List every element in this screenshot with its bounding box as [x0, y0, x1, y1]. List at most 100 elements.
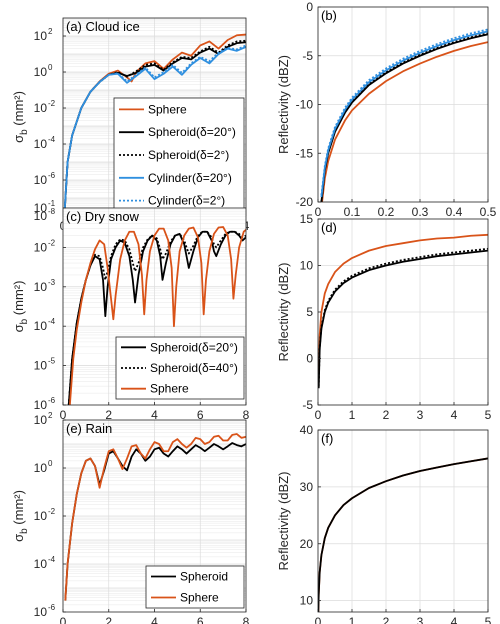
y-axis-label: Reflectivity (dBZ)	[276, 263, 291, 362]
panel-label: (e) Rain	[66, 421, 112, 436]
y-tick-base: 10	[34, 605, 48, 619]
y-tick-label: 40	[300, 423, 314, 437]
y-tick-exponent: -6	[48, 171, 56, 180]
legend: Spheroid Sphere	[145, 565, 245, 609]
legend-entry: Sphere	[148, 102, 187, 116]
y-tick-label: 10	[34, 101, 48, 115]
legend: Spheroid(δ=20°) Spheroid(δ=40°) Sphere	[115, 336, 245, 400]
y-tick-label: 10	[34, 319, 48, 333]
plot-area	[318, 430, 488, 612]
panel-label: (a) Cloud ice	[66, 19, 140, 34]
panel-label: (d)	[321, 220, 337, 235]
series-line-cylinder	[63, 46, 246, 216]
legend-entry: Sphere	[150, 382, 189, 396]
x-tick-label: 3	[417, 408, 424, 422]
series-line-cyldotted	[320, 28, 488, 196]
y-axis-label-unit: (mm²)	[11, 281, 26, 319]
axes-frame	[317, 429, 489, 613]
y-tick-base: 10	[34, 509, 48, 523]
y-tick-label: 10	[34, 65, 48, 79]
y-tick-exponent: -6	[48, 603, 56, 612]
legend-entry: Spheroid(δ=40°)	[150, 361, 238, 375]
y-axis-label: σb (mm²)	[11, 91, 30, 143]
series-group	[64, 433, 246, 601]
y-tick-base: 10	[34, 413, 48, 427]
y-tick-exponent: -1	[48, 199, 56, 208]
y-tick-exponent: -6	[48, 396, 56, 405]
y-tick-label: 10	[34, 461, 48, 475]
x-tick-label: 0.1	[344, 205, 361, 219]
y-axis-label: σb (mm²)	[11, 281, 30, 333]
y-axis-label-main: σ	[11, 135, 26, 143]
x-tick-label: 1	[349, 615, 356, 624]
y-tick-label: 15	[300, 212, 314, 226]
y-tick-base: 10	[34, 101, 48, 115]
legend-entry: Spheroid(δ=20°)	[148, 125, 236, 139]
x-tick-label: 0	[315, 205, 322, 219]
x-tick-label: 0	[315, 615, 322, 624]
y-axis-label-sub: b	[19, 528, 30, 534]
x-tick-label: 2	[105, 408, 112, 422]
x-tick-label: 1	[349, 408, 356, 422]
legend-entry: Spheroid	[180, 570, 228, 584]
y-tick-base: 10	[34, 173, 48, 187]
x-tick-label: 2	[383, 615, 390, 624]
y-tick-base: 10	[34, 201, 48, 215]
x-tick-label: 2	[383, 408, 390, 422]
y-tick-label: 10	[300, 259, 314, 273]
y-tick-base: 10	[34, 398, 48, 412]
x-tick-label: 8	[243, 615, 250, 624]
x-tick-label: 6	[197, 615, 204, 624]
x-tick-label: 3	[417, 615, 424, 624]
y-axis-label-main: σ	[11, 324, 26, 332]
y-axis-label: σb (mm²)	[11, 490, 30, 542]
x-tick-label: 4	[451, 408, 458, 422]
y-tick-label: 20	[300, 537, 314, 551]
y-tick-label: 10	[34, 605, 48, 619]
y-tick-label: 10	[34, 209, 48, 223]
series-line-dotted	[67, 230, 246, 405]
legend-entry: Spheroid(δ=2°)	[148, 148, 229, 162]
x-tick-label: 0.3	[412, 205, 429, 219]
y-tick-exponent: -2	[48, 238, 56, 247]
x-tick-label: 0	[315, 408, 322, 422]
series-line-sphere	[318, 233, 488, 373]
legend-entry: Spheroid(δ=20°)	[150, 340, 238, 354]
x-tick-label: 0.2	[378, 205, 395, 219]
y-axis-label: Reflectivity (dBZ)	[276, 472, 291, 571]
y-tick-label: 10	[34, 359, 48, 373]
y-tick-label: 10	[34, 509, 48, 523]
y-tick-base: 10	[34, 319, 48, 333]
y-tick-label: -5	[302, 398, 313, 412]
y-tick-label: 10	[300, 594, 314, 608]
series-group	[318, 457, 488, 612]
y-tick-label: 10	[34, 137, 48, 151]
y-tick-base: 10	[34, 240, 48, 254]
y-tick-exponent: 0	[48, 459, 53, 468]
series-line-spheroid	[67, 230, 246, 405]
y-tick-exponent: 2	[48, 27, 53, 36]
panel-label: (f)	[321, 431, 333, 446]
series-group	[320, 28, 488, 202]
y-tick-label: -20	[296, 195, 314, 209]
y-axis-label: Reflectivity (dBZ)	[276, 55, 291, 154]
series-line-cyldotted	[63, 44, 246, 216]
panel-c: 0 2 4 6 810-610-510-410-310-210 -1σb (mm²)(c)…	[11, 199, 250, 422]
legend-entry: Cylinder(δ=20°)	[148, 171, 232, 185]
x-tick-label: 5	[485, 615, 492, 624]
x-tick-label: 0	[60, 408, 67, 422]
legend-box	[145, 565, 245, 609]
series-line-spheroid	[318, 457, 488, 612]
x-tick-label: 2	[105, 615, 112, 624]
x-tick-label: 4	[151, 615, 158, 624]
y-tick-exponent: 2	[48, 411, 53, 420]
series-line-sphere	[64, 433, 246, 601]
series-line-spheroid	[318, 249, 488, 389]
x-tick-label: 5	[485, 408, 492, 422]
y-tick-exponent: -4	[48, 555, 56, 564]
y-tick-exponent: -2	[48, 507, 56, 516]
